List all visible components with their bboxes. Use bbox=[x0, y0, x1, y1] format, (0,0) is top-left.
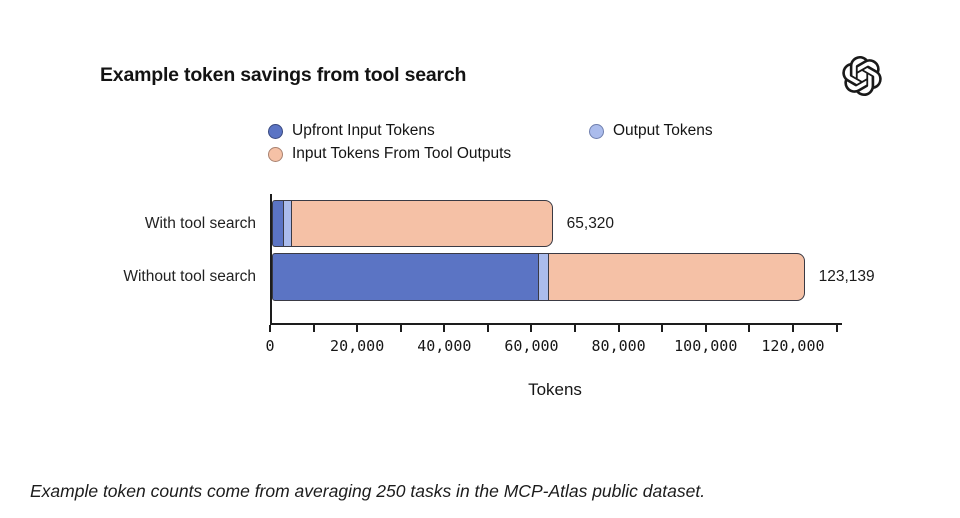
x-axis-tick bbox=[269, 325, 271, 332]
category-label: With tool search bbox=[144, 214, 256, 232]
x-axis-tick bbox=[530, 325, 533, 332]
x-axis-tick bbox=[443, 325, 446, 332]
x-axis-tick-label: 40,000 bbox=[417, 337, 472, 355]
legend-label: Input Tokens From Tool Outputs bbox=[292, 145, 512, 162]
x-axis-tick bbox=[791, 325, 794, 332]
x-axis-tick-label: 60,000 bbox=[504, 337, 559, 355]
x-axis-tick bbox=[574, 325, 577, 332]
bar-segment-upfront-input-tokens bbox=[272, 253, 540, 301]
category-label: Without tool search bbox=[123, 268, 256, 285]
legend-label: Output Tokens bbox=[613, 122, 713, 139]
x-axis-tick bbox=[748, 325, 751, 332]
x-axis-tick bbox=[617, 325, 620, 332]
x-axis-tick bbox=[835, 325, 838, 332]
bar-with-tool-search bbox=[272, 200, 554, 247]
chart-title: Example token savings from tool search bbox=[100, 64, 467, 86]
legend: Upfront Input Tokens Output Tokens Input… bbox=[268, 120, 713, 165]
x-axis-tick bbox=[312, 325, 315, 332]
x-axis-tick-label: 100,000 bbox=[674, 337, 738, 355]
x-axis-tick bbox=[704, 325, 707, 332]
caption: Example token counts come from averaging… bbox=[30, 481, 706, 501]
legend-label: Upfront Input Tokens bbox=[292, 122, 435, 139]
bar-without-tool-search bbox=[272, 253, 806, 301]
x-axis-tick bbox=[356, 325, 359, 332]
plot-area: 65,320 123,139 bbox=[270, 194, 875, 325]
upfront-input-tokens-marker-icon bbox=[268, 123, 283, 139]
x-axis-tick-label: 20,000 bbox=[330, 337, 385, 355]
x-axis-tick bbox=[661, 325, 664, 332]
x-axis-tick-label: 120,000 bbox=[761, 337, 825, 355]
bar-total-label: 123,139 bbox=[818, 268, 875, 285]
x-axis-tick-label: 0 bbox=[265, 337, 275, 355]
bar-segment-input-tokens-from-tool-outputs bbox=[547, 253, 806, 301]
legend-item-input-tokens-from-tool-outputs: Input Tokens From Tool Outputs bbox=[268, 143, 589, 165]
bar-segment-input-tokens-from-tool-outputs bbox=[290, 200, 554, 247]
x-axis-tick bbox=[486, 325, 489, 332]
x-axis-tick-label: 80,000 bbox=[591, 337, 646, 355]
input-tokens-from-tool-outputs-marker-icon bbox=[268, 146, 283, 162]
bar-total-label: 65,320 bbox=[566, 214, 615, 232]
legend-item-output-tokens: Output Tokens bbox=[589, 120, 713, 142]
openai-logo-icon bbox=[842, 56, 882, 96]
output-tokens-marker-icon bbox=[589, 123, 604, 139]
x-axis-tick bbox=[399, 325, 402, 332]
x-axis: 0 20,000 40,000 60,000 80,000 100,000 120,000 bbox=[265, 325, 860, 365]
legend-item-upfront-input-tokens: Upfront Input Tokens bbox=[268, 120, 589, 142]
x-axis-title: Tokens bbox=[528, 380, 582, 399]
